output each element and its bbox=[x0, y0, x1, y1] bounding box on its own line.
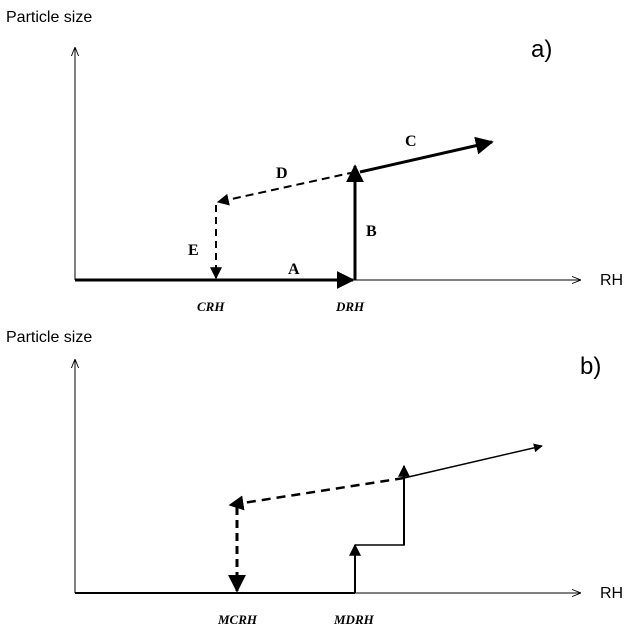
panel-b-x-axis-label: RH bbox=[600, 585, 623, 602]
panel-b-y-axis-label: Particle size bbox=[6, 329, 92, 346]
panel-a: Particle size a) RH A B C D E CRH DRH bbox=[6, 9, 623, 314]
path-a-label: A bbox=[288, 261, 300, 278]
panel-a-y-axis-label: Particle size bbox=[6, 9, 92, 26]
panel-b-dashed-back-arrow bbox=[228, 476, 405, 511]
panel-b-mdrh-label: MDRH bbox=[333, 612, 375, 626]
panel-a-drh-label: DRH bbox=[335, 299, 365, 314]
panel-b-label: b) bbox=[580, 353, 601, 380]
path-d-arrow bbox=[216, 171, 356, 206]
path-e-label: E bbox=[188, 242, 199, 259]
panel-b-growth-arrow bbox=[403, 443, 543, 479]
panel-a-label: a) bbox=[531, 36, 552, 63]
panel-a-crh-label: CRH bbox=[197, 299, 225, 314]
path-d-label: D bbox=[276, 165, 288, 182]
panel-b: Particle size b) RH MCRH MDRH bbox=[6, 329, 623, 626]
panel-a-x-axis-label: RH bbox=[600, 272, 623, 289]
path-c-arrow bbox=[359, 136, 494, 174]
panel-b-mcrh-label: MCRH bbox=[217, 612, 258, 626]
path-c-label: C bbox=[405, 133, 417, 150]
path-b-label: B bbox=[366, 223, 377, 240]
